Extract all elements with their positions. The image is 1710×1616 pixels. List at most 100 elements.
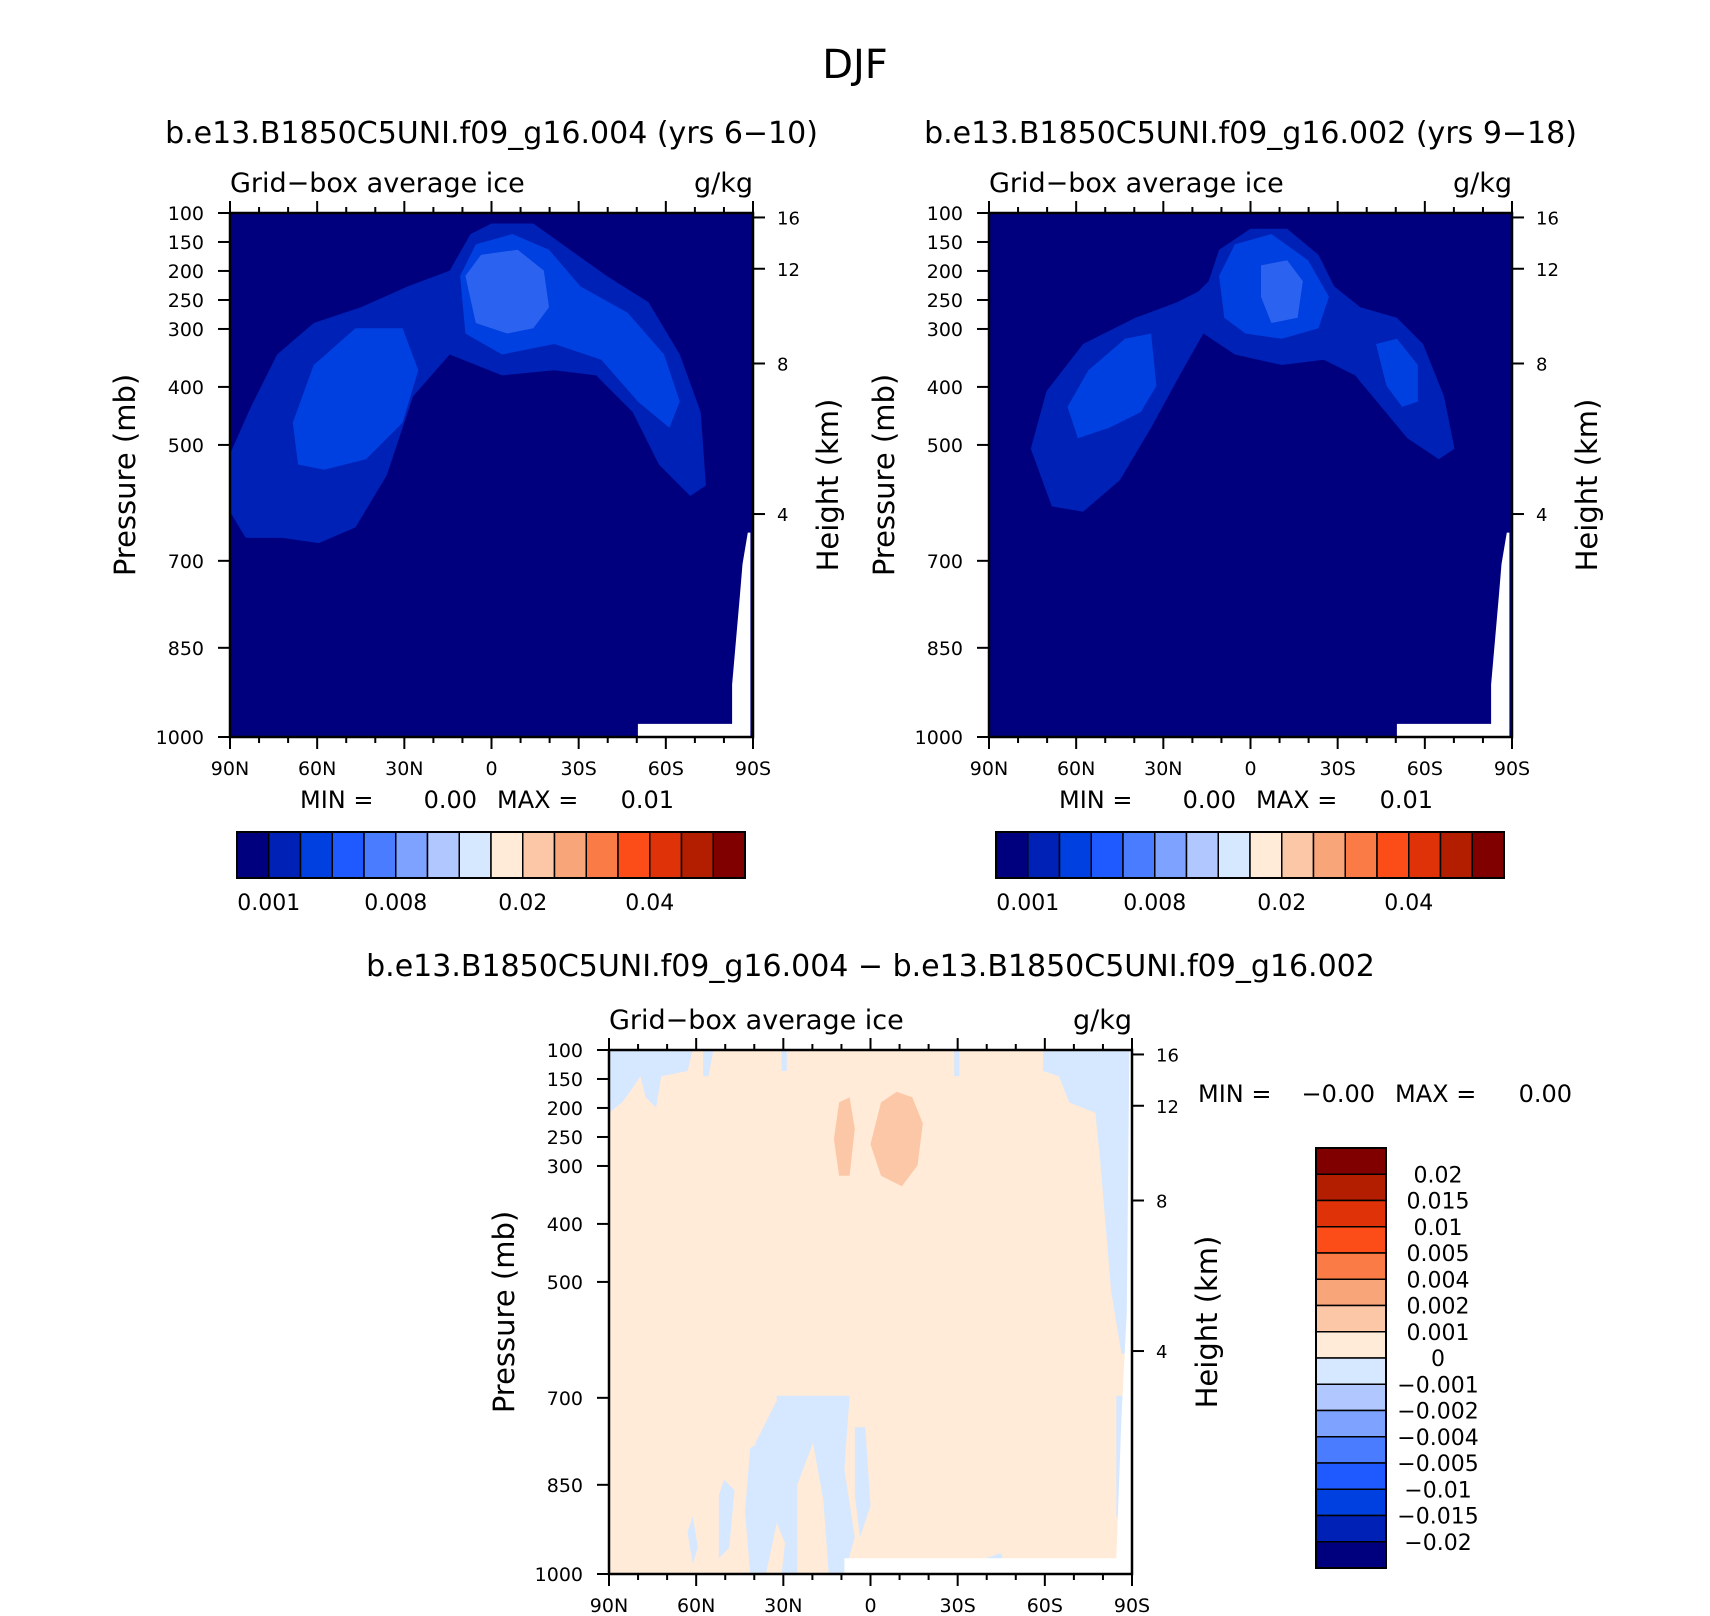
panel-title: b.e13.B1850C5UNI.f09_g16.002 (yrs 9−18) [924, 116, 1577, 151]
colorbar-swatch [1344, 831, 1378, 879]
colorbar-swatch [299, 831, 333, 879]
colorbar-label: 0 [1431, 1347, 1445, 1372]
y2-tick-label: 12 [1536, 260, 1559, 281]
min-value: −0.00 [1301, 1080, 1375, 1108]
contour-region-1 [1030, 228, 1455, 512]
y-tick-label: 250 [168, 290, 204, 312]
contour-region-5 [1261, 260, 1303, 323]
x-tick-label: 30N [385, 758, 423, 780]
colorbar-label: −0.001 [1397, 1373, 1478, 1398]
y-tick-label: 300 [168, 319, 204, 341]
colorbar-swatch [1058, 831, 1092, 879]
colorbar-label: 0.001 [237, 891, 300, 916]
x-tick-label: 90N [590, 1595, 628, 1616]
units-label: g/kg [1453, 168, 1512, 199]
contour-region-2 [292, 328, 419, 470]
y2-tick-label: 12 [1156, 1097, 1179, 1118]
colorbar-label: 0.04 [625, 891, 674, 916]
max-value: 0.00 [1519, 1080, 1572, 1108]
contour-region-2 [1067, 333, 1157, 439]
colorbar-label: 0.002 [1407, 1295, 1470, 1320]
y-tick-label: 100 [168, 203, 204, 225]
colorbar-label: 0.015 [1407, 1190, 1470, 1215]
colorbar: 0.020.0150.010.0050.0040.0020.0010−0.001… [1315, 1147, 1479, 1569]
max-label: MAX = [1395, 1080, 1476, 1108]
y-tick-label: 200 [927, 261, 963, 283]
colorbar-swatch [1154, 831, 1188, 879]
colorbar-swatch [1281, 831, 1315, 879]
colorbar-swatch [490, 831, 524, 879]
colorbar-label: 0.008 [364, 891, 427, 916]
y-tick-label: 850 [168, 638, 204, 660]
contour-region-8 [776, 1395, 855, 1574]
colorbar-swatch [1315, 1252, 1387, 1280]
contour-region-5 [496, 265, 539, 323]
colorbar-swatch [617, 831, 651, 879]
panel-title: b.e13.B1850C5UNI.f09_g16.004 (yrs 6−10) [165, 116, 818, 151]
colorbar-swatch [1315, 1383, 1387, 1412]
min-label: MIN = [300, 786, 373, 814]
y2-tick-label: 4 [1156, 1342, 1167, 1363]
colorbar: 0.001 0.008 0.02 0.04 [236, 831, 746, 916]
plot-area-background [609, 1050, 1132, 1574]
y-tick-label: 100 [547, 1040, 583, 1062]
y-tick-label: 500 [927, 435, 963, 457]
y2-tick-label: 4 [777, 505, 788, 526]
units-label: g/kg [694, 168, 753, 199]
colorbar-swatch [522, 831, 556, 879]
x-tick-label: 30S [561, 758, 597, 780]
min-max-readout: MIN = 0.00 MAX = 0.01 [300, 786, 674, 814]
colorbar-label: 0.001 [996, 891, 1059, 916]
y2-axis-label: Height (km) [1190, 1236, 1224, 1409]
panel-3: 100 150 200 250 300 400 500 700 850 1000 16 12 8 4 90N… [366, 949, 1375, 1616]
x-tick-label: 30S [940, 1595, 976, 1616]
y-axis-label: Pressure (mb) [108, 374, 142, 576]
colorbar-swatch [1471, 831, 1505, 879]
contour-region-15 [833, 1097, 855, 1176]
y-tick-label: 400 [547, 1214, 583, 1236]
y-tick-label: 200 [547, 1098, 583, 1120]
variable-label: Grid−box average ice [230, 168, 525, 199]
panel-title: b.e13.B1850C5UNI.f09_g16.004 − b.e13.B18… [366, 949, 1375, 984]
x-tick-label: 60S [1027, 1595, 1063, 1616]
colorbar-swatch [1122, 831, 1156, 879]
x-tick-label: 30N [1144, 758, 1182, 780]
colorbar-swatch [1312, 831, 1346, 879]
colorbar-swatch [585, 831, 619, 879]
max-value: 0.01 [621, 786, 674, 814]
min-max-readout: MIN = 0.00 MAX = 0.01 [1059, 786, 1433, 814]
colorbar-swatch [1315, 1331, 1387, 1359]
x-tick-label: 0 [864, 1595, 876, 1616]
colorbar-swatch [1315, 1357, 1387, 1385]
x-tick-label: 30S [1320, 758, 1356, 780]
page-title: DJF [822, 42, 888, 88]
colorbar-frame [236, 831, 746, 879]
colorbar-label: 0.01 [1414, 1216, 1463, 1241]
y-tick-label: 100 [927, 203, 963, 225]
colorbar-label: −0.004 [1397, 1426, 1478, 1451]
panel-1: 100 150 200 250 300 400 500 700 850 1000 16 12 8 4 90N… [108, 116, 845, 780]
y-tick-label: 400 [168, 377, 204, 399]
y-tick-label: 700 [547, 1388, 583, 1410]
x-tick-label: 0 [485, 758, 497, 780]
colorbar-swatch [1027, 831, 1061, 879]
colorbar-label: −0.02 [1404, 1531, 1471, 1556]
missing-data-region [637, 532, 751, 737]
min-value: 0.00 [1183, 786, 1236, 814]
colorbar-swatch [363, 831, 397, 879]
colorbar-swatch [1315, 1147, 1387, 1175]
min-label: MIN = [1059, 786, 1132, 814]
y2-tick-label: 8 [1156, 1191, 1167, 1212]
contour-region-13 [854, 1427, 871, 1538]
colorbar-swatch [995, 831, 1029, 879]
x-tick-label: 60N [1057, 758, 1095, 780]
x-tick-label: 60N [677, 1595, 715, 1616]
colorbar-swatch [1315, 1304, 1387, 1333]
y-tick-label: 300 [927, 319, 963, 341]
y-tick-label: 1000 [915, 727, 963, 749]
min-label: MIN = [1198, 1080, 1271, 1108]
colorbar-swatch [1315, 1226, 1387, 1254]
y2-tick-label: 4 [1536, 505, 1547, 526]
contour-region-4 [1376, 338, 1418, 407]
colorbar-swatch [1376, 831, 1410, 879]
